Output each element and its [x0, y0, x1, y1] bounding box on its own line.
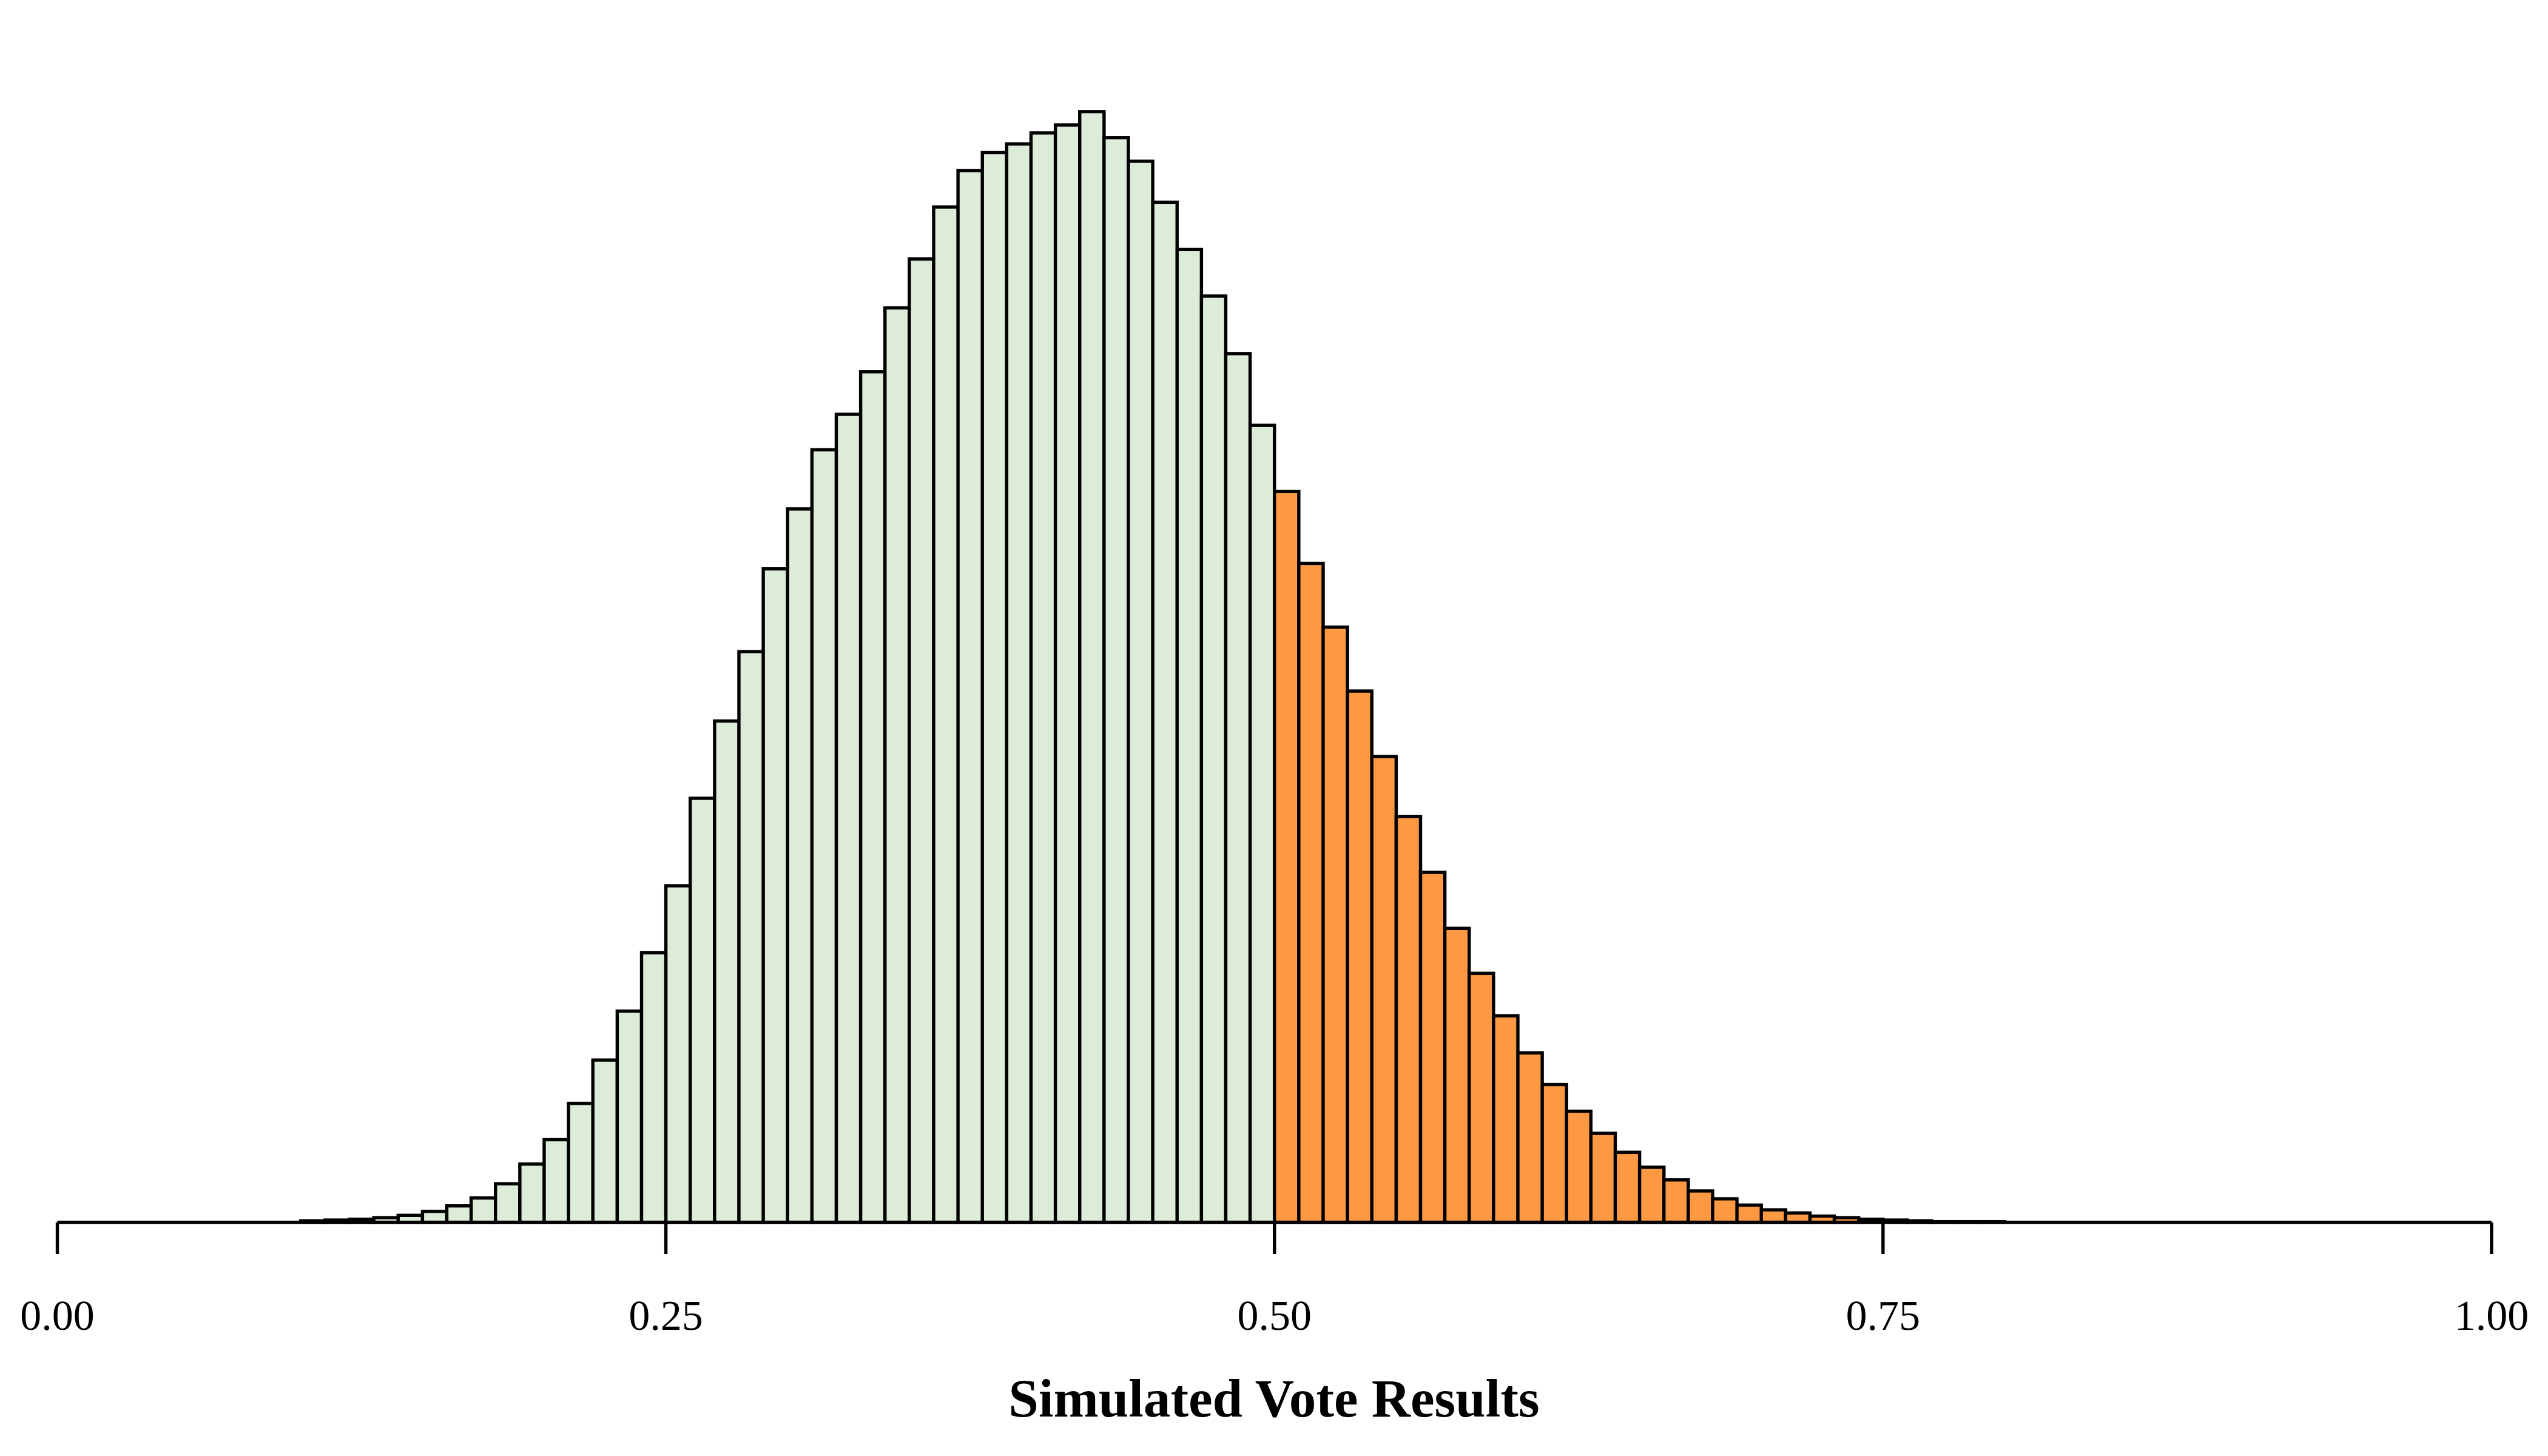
histogram-bar	[1711, 1197, 1739, 1224]
histogram-bar	[1127, 160, 1154, 1224]
histogram-bar	[932, 205, 960, 1224]
histogram-bar	[908, 257, 935, 1224]
histogram-bar	[1175, 248, 1204, 1224]
histogram-bar	[1394, 815, 1423, 1224]
histogram-bar	[883, 306, 911, 1224]
histogram-bar	[1346, 689, 1373, 1224]
histogram-bar	[1248, 423, 1276, 1224]
histogram-bar	[567, 1102, 595, 1224]
histogram-bar	[445, 1204, 473, 1224]
histogram-bar	[494, 1182, 522, 1224]
histogram-bar	[639, 951, 668, 1224]
histogram-bar	[713, 719, 741, 1224]
histogram-bar	[1321, 625, 1349, 1224]
histogram-bar	[1053, 123, 1082, 1224]
x-axis-ticks: 0.00 0.25 0.50 0.75 1.00	[20, 1222, 2529, 1340]
histogram-bar	[1613, 1150, 1642, 1224]
histogram-bar	[1151, 200, 1179, 1224]
histogram-bar	[1443, 926, 1471, 1224]
x-tick-label: 0.75	[1846, 1293, 1921, 1340]
histogram-bar	[1370, 755, 1398, 1224]
histogram-bar	[1273, 490, 1301, 1224]
histogram-bar	[1492, 1014, 1520, 1224]
histogram-bar	[591, 1058, 619, 1224]
histogram-bar	[664, 884, 692, 1224]
histogram-bar	[1662, 1178, 1690, 1224]
histogram-bar	[1005, 142, 1033, 1224]
histogram-bar	[956, 169, 984, 1224]
histogram-bar	[1029, 131, 1057, 1224]
histogram-bar	[834, 413, 863, 1224]
histogram-bar	[1687, 1189, 1714, 1224]
x-axis-title: Simulated Vote Results	[1008, 1369, 1539, 1429]
histogram-bar	[737, 650, 765, 1224]
histogram-bar	[1297, 561, 1325, 1224]
histogram-bar	[810, 448, 838, 1224]
histogram-bar	[1516, 1051, 1544, 1224]
histogram-bar	[1589, 1131, 1617, 1224]
histogram-bar	[1418, 871, 1447, 1224]
histogram-bar	[1102, 136, 1130, 1224]
histogram-bar	[518, 1162, 546, 1224]
histogram-bar	[1735, 1203, 1763, 1224]
histogram-bar	[615, 1009, 644, 1224]
histogram-bar	[980, 150, 1009, 1224]
histogram-bar	[1224, 352, 1252, 1224]
x-tick-label: 1.00	[2455, 1293, 2529, 1340]
histogram-bar	[786, 507, 814, 1224]
histogram-bar	[1637, 1165, 1666, 1224]
histogram-bar	[1199, 294, 1228, 1224]
x-tick-label: 0.00	[20, 1293, 95, 1340]
x-tick-label: 0.50	[1238, 1293, 1312, 1340]
histogram-bar	[1078, 110, 1106, 1224]
histogram-bars	[299, 110, 2007, 1224]
histogram-bar	[1565, 1110, 1593, 1224]
x-tick-label: 0.25	[629, 1293, 703, 1340]
histogram-bar	[1468, 971, 1495, 1224]
histogram-bar	[1759, 1208, 1788, 1224]
histogram-bar	[761, 567, 789, 1224]
histogram-bar	[542, 1138, 570, 1224]
histogram-bar	[689, 797, 716, 1224]
histogram-bar	[469, 1196, 497, 1224]
histogram-bar	[420, 1210, 449, 1224]
histogram-bar	[1540, 1082, 1568, 1224]
histogram-bar	[858, 370, 887, 1224]
